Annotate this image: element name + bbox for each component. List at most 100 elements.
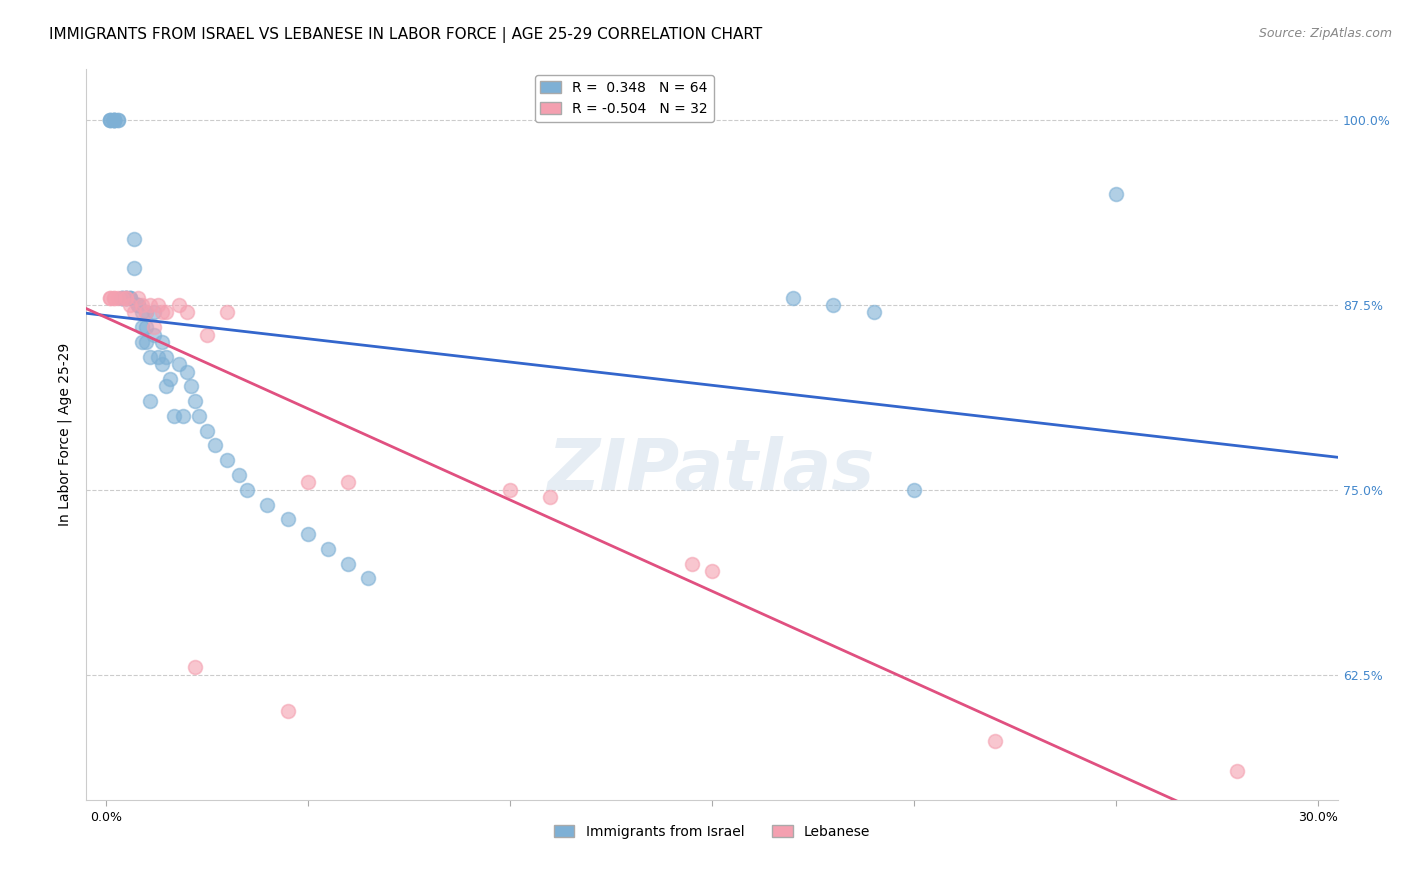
Point: [122, 305, 145, 319]
Point: [115, 291, 138, 305]
Point: [98, 291, 121, 305]
Text: Source: ZipAtlas.com: Source: ZipAtlas.com: [1258, 27, 1392, 40]
Point: [139, 298, 162, 312]
Point: [180, 379, 202, 393]
Point: [538, 490, 561, 504]
Point: [111, 291, 134, 305]
Point: [103, 113, 125, 128]
Point: [143, 327, 166, 342]
Legend: Immigrants from Israel, Lebanese: Immigrants from Israel, Lebanese: [548, 820, 876, 845]
Point: [135, 320, 157, 334]
Point: [316, 541, 339, 556]
Point: [131, 298, 153, 312]
Point: [150, 334, 173, 349]
Point: [148, 298, 170, 312]
Point: [131, 320, 153, 334]
Point: [183, 660, 205, 674]
Point: [135, 334, 157, 349]
Text: ZIPatlas: ZIPatlas: [548, 436, 876, 506]
Point: [228, 468, 250, 483]
Point: [172, 409, 194, 423]
Point: [204, 438, 226, 452]
Point: [111, 291, 134, 305]
Point: [98, 113, 121, 128]
Point: [118, 298, 141, 312]
Point: [143, 305, 166, 319]
Point: [215, 305, 238, 319]
Point: [823, 298, 845, 312]
Point: [1226, 764, 1249, 778]
Point: [187, 409, 209, 423]
Point: [236, 483, 259, 497]
Point: [176, 365, 198, 379]
Point: [103, 291, 125, 305]
Point: [103, 291, 125, 305]
Point: [139, 394, 162, 409]
Point: [215, 453, 238, 467]
Point: [277, 512, 299, 526]
Point: [103, 113, 125, 128]
Point: [98, 113, 121, 128]
Point: [127, 298, 149, 312]
Point: [111, 291, 134, 305]
Point: [176, 305, 198, 319]
Point: [139, 350, 162, 364]
Point: [131, 305, 153, 319]
Point: [107, 291, 129, 305]
Point: [150, 305, 173, 319]
Point: [148, 350, 170, 364]
Point: [155, 305, 177, 319]
Point: [256, 498, 278, 512]
Point: [297, 527, 319, 541]
Point: [115, 291, 138, 305]
Point: [122, 231, 145, 245]
Point: [782, 291, 804, 305]
Point: [159, 372, 181, 386]
Point: [127, 298, 149, 312]
Point: [135, 305, 157, 319]
Point: [155, 350, 177, 364]
Point: [277, 705, 299, 719]
Point: [1105, 187, 1128, 202]
Point: [98, 291, 121, 305]
Point: [499, 483, 522, 497]
Point: [167, 298, 190, 312]
Point: [127, 291, 149, 305]
Point: [862, 305, 884, 319]
Point: [195, 424, 218, 438]
Point: [115, 291, 138, 305]
Point: [118, 291, 141, 305]
Point: [163, 409, 186, 423]
Point: [183, 394, 205, 409]
Point: [107, 113, 129, 128]
Point: [115, 291, 138, 305]
Point: [98, 113, 121, 128]
Text: IMMIGRANTS FROM ISRAEL VS LEBANESE IN LABOR FORCE | AGE 25-29 CORRELATION CHART: IMMIGRANTS FROM ISRAEL VS LEBANESE IN LA…: [49, 27, 762, 43]
Point: [155, 379, 177, 393]
Point: [115, 291, 138, 305]
Point: [337, 557, 360, 571]
Point: [357, 572, 380, 586]
Point: [681, 557, 703, 571]
Point: [111, 291, 134, 305]
Point: [297, 475, 319, 490]
Point: [700, 564, 723, 578]
Point: [107, 113, 129, 128]
Point: [115, 291, 138, 305]
Point: [118, 291, 141, 305]
Point: [131, 334, 153, 349]
Point: [150, 357, 173, 371]
Point: [903, 483, 925, 497]
Point: [984, 734, 1007, 748]
Point: [122, 261, 145, 276]
Point: [167, 357, 190, 371]
Point: [118, 291, 141, 305]
Point: [337, 475, 360, 490]
Point: [143, 320, 166, 334]
Point: [127, 298, 149, 312]
Y-axis label: In Labor Force | Age 25-29: In Labor Force | Age 25-29: [58, 343, 72, 526]
Point: [195, 327, 218, 342]
Point: [135, 305, 157, 319]
Point: [103, 113, 125, 128]
Point: [103, 113, 125, 128]
